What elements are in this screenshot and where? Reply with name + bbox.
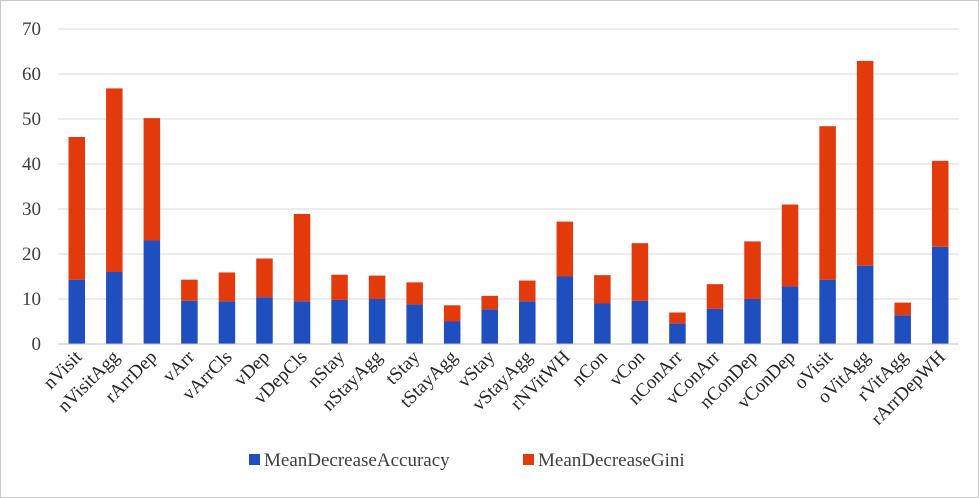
- bar-meandecreasegini-nstayagg: [368, 275, 386, 299]
- bar-meandecreasegini-varrcls: [218, 272, 236, 302]
- bar-meandecreaseaccuracy-vcon: [631, 300, 649, 344]
- bar-meandecreaseaccuracy-nvisit: [68, 279, 86, 344]
- bar-meandecreasegini-ovitagg: [856, 60, 874, 266]
- bar-meandecreaseaccuracy-tstay: [406, 304, 423, 344]
- bar-meandecreasegini-vstay: [481, 295, 498, 310]
- y-tick-label: 50: [22, 109, 41, 130]
- bar-meandecreasegini-ncon: [594, 275, 611, 304]
- bar-meandecreaseaccuracy-rnvitwh: [556, 276, 574, 344]
- bar-meandecreaseaccuracy-vconarr: [706, 308, 724, 344]
- bar-meandecreaseaccuracy-vdepcls: [293, 301, 311, 344]
- bar-meandecreasegini-rnvitwh: [556, 221, 574, 277]
- bar-meandecreaseaccuracy-vstay: [481, 309, 498, 344]
- bar-meandecreaseaccuracy-ncondep: [744, 299, 761, 344]
- bar-meandecreasegini-varr: [181, 279, 198, 301]
- bar-meandecreaseaccuracy-varrcls: [218, 301, 236, 344]
- y-tick-label: 70: [22, 19, 41, 40]
- legend-label: MeanDecreaseAccuracy: [264, 450, 450, 471]
- bar-meandecreasegini-ncondep: [744, 241, 761, 299]
- bar-meandecreasegini-tstay: [406, 282, 423, 305]
- bar-meandecreaseaccuracy-rvitagg: [894, 315, 911, 344]
- x-tick-label: nCon: [568, 346, 612, 390]
- y-tick-label: 60: [22, 64, 41, 85]
- bar-meandecreasegini-nconarr: [669, 312, 686, 324]
- bar-meandecreaseaccuracy-rarrdepwh: [931, 246, 949, 344]
- y-tick-label: 10: [22, 289, 41, 310]
- bar-meandecreasegini-rarrdepwh: [931, 160, 949, 247]
- x-axis-labels: nVisitnVisitAggrArrDepvArrvArrClsvDepvDe…: [39, 346, 950, 429]
- bar-meandecreasegini-nvisitagg: [106, 88, 123, 273]
- bar-meandecreaseaccuracy-ovitagg: [856, 265, 874, 344]
- bar-meandecreasegini-vstayagg: [519, 280, 536, 302]
- bar-meandecreaseaccuracy-tstayagg: [443, 321, 461, 344]
- bar-meandecreaseaccuracy-ovisit: [819, 279, 836, 344]
- y-axis-ticks: 0 10 20 30 40 50 60 70: [22, 19, 41, 355]
- bar-meandecreasegini-ovisit: [819, 126, 836, 280]
- bar-meandecreasegini-vcon: [631, 243, 649, 301]
- bar-meandecreaseaccuracy-vdep: [256, 297, 273, 344]
- y-tick-label: 20: [22, 244, 41, 265]
- gridlines: [58, 28, 959, 300]
- bar-meandecreasegini-nvisit: [68, 137, 86, 280]
- y-tick-label: 30: [22, 199, 41, 220]
- bar-meandecreasegini-rvitagg: [894, 302, 911, 316]
- legend-swatch: [249, 454, 260, 465]
- bar-meandecreasegini-vdepcls: [293, 213, 311, 302]
- bars: [68, 60, 949, 344]
- bar-meandecreasegini-tstayagg: [443, 305, 461, 322]
- bar-meandecreasegini-rarrdep: [143, 118, 161, 241]
- bar-meandecreaseaccuracy-nvisitagg: [106, 272, 123, 344]
- bar-meandecreaseaccuracy-vstayagg: [519, 301, 536, 344]
- legend: MeanDecreaseAccuracy MeanDecreaseGini: [249, 450, 685, 471]
- bar-meandecreasegini-vcondep: [781, 204, 799, 287]
- bar-meandecreasegini-vdep: [256, 258, 273, 298]
- bar-meandecreaseaccuracy-nstay: [331, 299, 348, 344]
- bar-meandecreasegini-vconarr: [706, 284, 724, 309]
- bar-meandecreaseaccuracy-nconarr: [669, 323, 686, 344]
- bar-meandecreaseaccuracy-vcondep: [781, 286, 799, 344]
- bar-meandecreaseaccuracy-rarrdep: [143, 240, 161, 344]
- bar-meandecreaseaccuracy-nstayagg: [368, 299, 386, 344]
- y-tick-label: 40: [22, 154, 41, 175]
- legend-swatch: [523, 454, 534, 465]
- y-tick-label: 0: [32, 334, 42, 355]
- bar-meandecreasegini-nstay: [331, 274, 348, 300]
- legend-label: MeanDecreaseGini: [538, 450, 685, 471]
- bar-meandecreaseaccuracy-ncon: [594, 303, 611, 344]
- bar-meandecreaseaccuracy-varr: [181, 300, 198, 344]
